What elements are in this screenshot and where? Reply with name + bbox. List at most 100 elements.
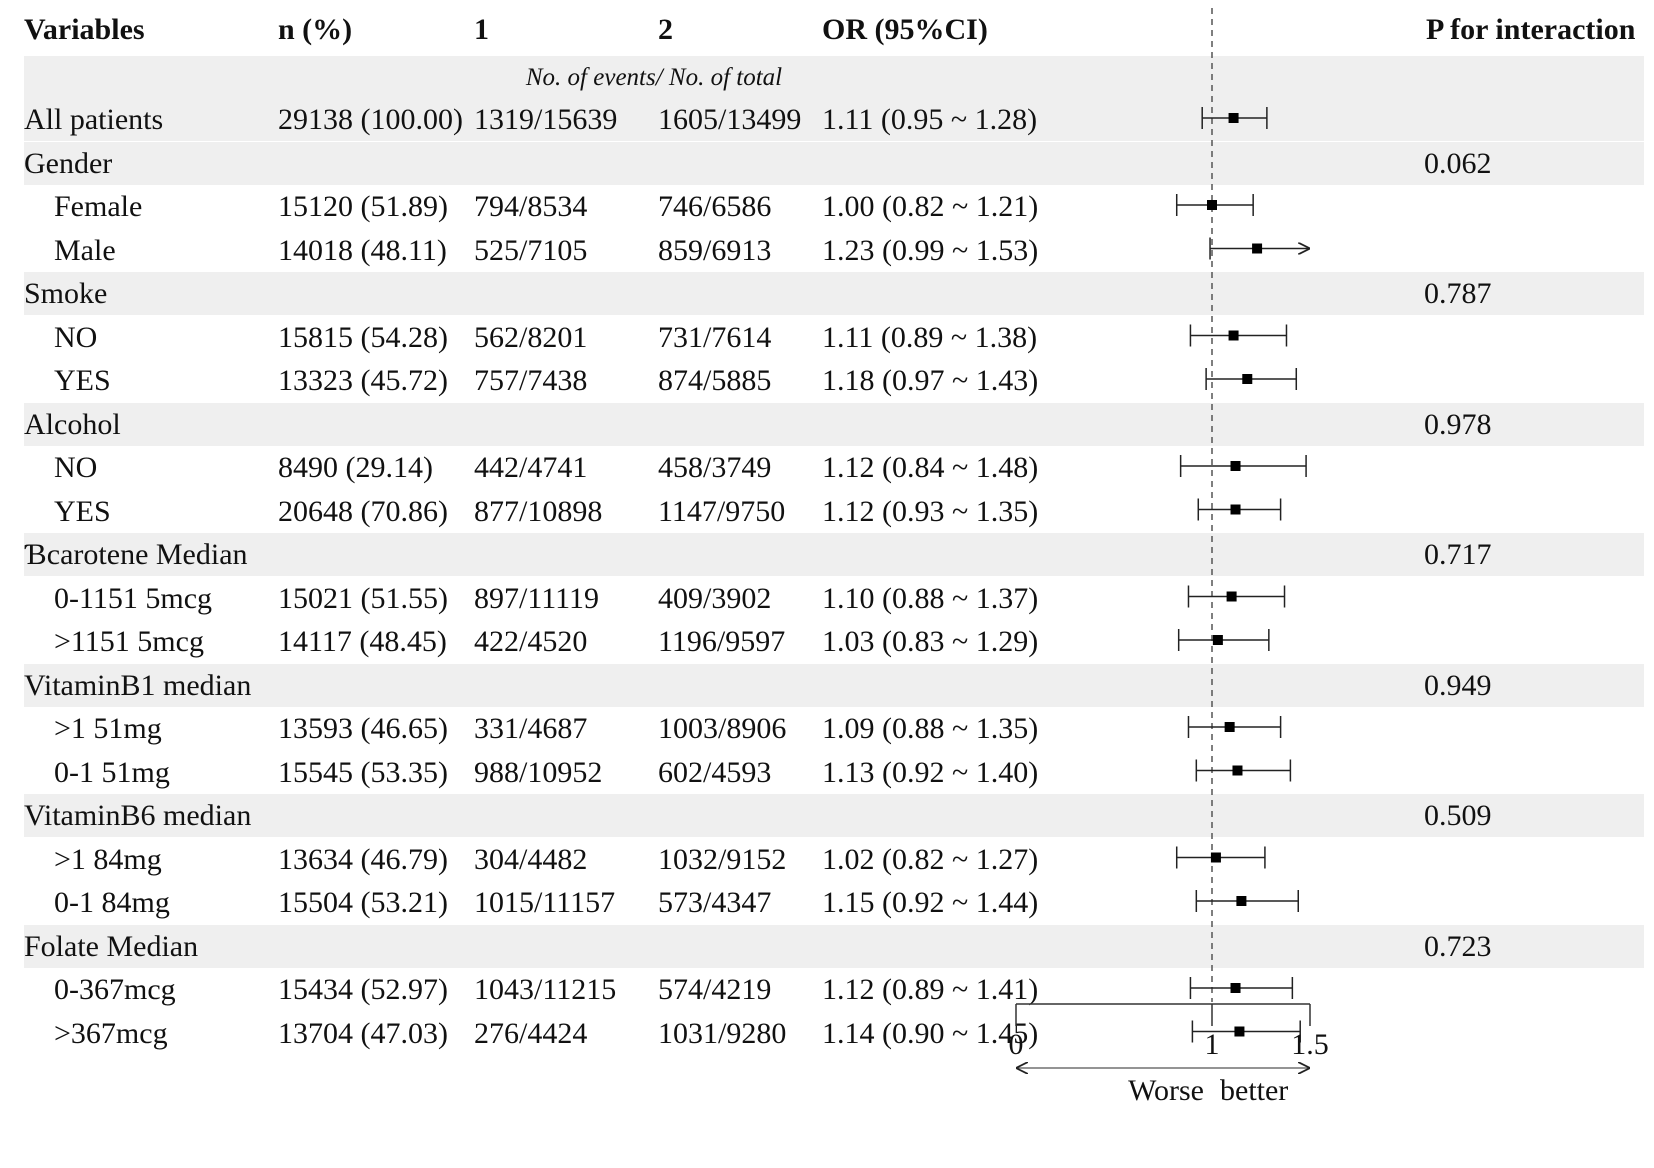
row-n-percent: 15504 (53.21) bbox=[278, 886, 448, 919]
row-p-interaction: 0.949 bbox=[1424, 668, 1492, 702]
row-n-percent: 13593 (46.65) bbox=[278, 712, 448, 745]
table-row: >1 84mg 13634 (46.79) 304/4482 1032/9152 1.0… bbox=[24, 838, 1644, 881]
point-estimate bbox=[1252, 243, 1263, 254]
row-variable-label: >1151 5mcg bbox=[54, 625, 204, 658]
point-estimate bbox=[1230, 983, 1241, 993]
row-variable-label: VitaminB6 median bbox=[24, 799, 252, 832]
row-variable-label: 0-367mcg bbox=[54, 973, 176, 1006]
row-group-1-events: 1015/11157 bbox=[474, 886, 616, 919]
row-n-percent: 15545 (53.35) bbox=[278, 755, 448, 789]
row-group-1-events: 562/8201 bbox=[474, 320, 588, 354]
table-row: VitaminB1 median 0.949 bbox=[24, 663, 1644, 707]
header-p-interaction: P for interaction bbox=[1426, 13, 1636, 46]
row-group-2-events: 874/5885 bbox=[658, 364, 772, 397]
row-variable-label: Male bbox=[54, 233, 116, 267]
header-group-1: 1 bbox=[474, 13, 489, 46]
row-or-ci: 1.23 (0.99 ~ 1.53) bbox=[822, 233, 1039, 267]
row-variable-label: NO bbox=[54, 451, 98, 484]
row-variable-label: >1 51mg bbox=[54, 712, 162, 745]
table-row: 0-1151 5mcg 15021 (51.55) 897/11119 409/390… bbox=[24, 577, 1644, 620]
row-or-ci: 1.11 (0.89 ~ 1.38) bbox=[822, 320, 1038, 354]
header-n-percent: n (%) bbox=[278, 13, 353, 46]
row-n-percent: 20648 (70.86) bbox=[278, 494, 448, 528]
row-p-interaction: 0.723 bbox=[1424, 929, 1492, 963]
row-or-ci: 1.00 (0.82 ~ 1.21) bbox=[822, 190, 1039, 223]
row-n-percent: 14117 (48.45) bbox=[278, 625, 447, 658]
subheader-events-total: No. of events/ No. of total bbox=[525, 64, 783, 91]
row-or-ci: 1.09 (0.88 ~ 1.35) bbox=[822, 712, 1039, 745]
table-row: 0-1 51mg 15545 (53.35) 988/10952 602/4593 1.… bbox=[24, 751, 1644, 794]
row-group-2-events: 1605/13499 bbox=[658, 103, 802, 136]
table-row: VitaminB6 median 0.509 bbox=[24, 794, 1644, 837]
row-group-2-events: 1147/9750 bbox=[658, 494, 786, 528]
row-n-percent: 15815 (54.28) bbox=[278, 320, 448, 354]
row-variable-label: YES bbox=[54, 494, 111, 528]
table-row: Male 14018 (48.11) 525/7105 859/6913 1.23 (0… bbox=[24, 229, 1644, 272]
row-n-percent: 15434 (52.97) bbox=[278, 973, 448, 1006]
header-group-2: 2 bbox=[658, 13, 673, 46]
x-tick-label: 1.5 bbox=[1291, 1028, 1329, 1061]
row-or-ci: 1.10 (0.88 ~ 1.37) bbox=[822, 581, 1039, 615]
row-n-percent: 15021 (51.55) bbox=[278, 581, 448, 615]
row-variable-label: 0-1 51mg bbox=[54, 755, 170, 789]
row-variable-label: VitaminB1 median bbox=[24, 668, 252, 702]
row-p-interaction: 0.717 bbox=[1424, 538, 1492, 571]
row-or-ci: 1.12 (0.84 ~ 1.48) bbox=[822, 451, 1039, 484]
table-row: Gender 0.062 bbox=[24, 141, 1644, 185]
row-variable-label: 0-1151 5mcg bbox=[54, 581, 213, 615]
row-n-percent: 13323 (45.72) bbox=[278, 364, 448, 397]
row-variable-label: >367mcg bbox=[54, 1016, 168, 1050]
header-variables: Variables bbox=[24, 13, 145, 46]
point-estimate bbox=[1242, 374, 1253, 384]
point-estimate bbox=[1230, 504, 1241, 515]
row-variable-label: Ɓcarotene Median bbox=[24, 538, 248, 571]
row-group-1-events: 331/4687 bbox=[474, 712, 588, 745]
row-or-ci: 1.18 (0.97 ~ 1.43) bbox=[822, 364, 1039, 397]
row-group-2-events: 574/4219 bbox=[658, 973, 772, 1006]
table-row: >1151 5mcg 14117 (48.45) 422/4520 1196/9597… bbox=[24, 620, 1644, 663]
row-group-2-events: 1003/8906 bbox=[658, 712, 787, 745]
point-estimate bbox=[1228, 330, 1239, 341]
better-label: better bbox=[1220, 1074, 1288, 1107]
row-or-ci: 1.13 (0.92 ~ 1.40) bbox=[822, 755, 1039, 789]
row-group-1-events: 442/4741 bbox=[474, 451, 588, 484]
row-group-2-events: 731/7614 bbox=[658, 320, 772, 354]
table-row: Folate Median 0.723 bbox=[24, 924, 1644, 968]
row-group-2-events: 573/4347 bbox=[658, 886, 772, 919]
row-p-interaction: 0.978 bbox=[1424, 407, 1492, 441]
table-row: YES 13323 (45.72) 757/7438 874/5885 1.18 (0.… bbox=[24, 359, 1644, 402]
row-variable-label: Gender bbox=[24, 146, 113, 180]
row-or-ci: 1.02 (0.82 ~ 1.27) bbox=[822, 842, 1039, 876]
header-or-ci: OR (95%CI) bbox=[822, 13, 988, 46]
table-row: All patients 29138 (100.00) 1319/15639 1605… bbox=[24, 98, 1644, 141]
row-variable-label: Smoke bbox=[24, 277, 108, 310]
table-row: 0-367mcg 15434 (52.97) 1043/11215 574/4219 1… bbox=[24, 968, 1644, 1011]
row-n-percent: 15120 (51.89) bbox=[278, 190, 448, 223]
point-estimate bbox=[1210, 852, 1221, 863]
row-p-interaction: 0.509 bbox=[1424, 799, 1492, 832]
point-estimate bbox=[1230, 461, 1241, 471]
table-row: Alcohol 0.978 bbox=[24, 402, 1644, 446]
point-estimate bbox=[1236, 896, 1247, 906]
row-n-percent: 8490 (29.14) bbox=[278, 451, 433, 484]
point-estimate bbox=[1207, 200, 1217, 210]
point-estimate bbox=[1228, 113, 1239, 123]
row-n-percent: 13704 (47.03) bbox=[278, 1016, 448, 1050]
subheader-row: No. of events/ No. of total bbox=[24, 56, 1644, 99]
row-or-ci: 1.15 (0.92 ~ 1.44) bbox=[822, 886, 1039, 919]
row-group-2-events: 409/3902 bbox=[658, 581, 772, 615]
row-variable-label: Female bbox=[54, 190, 143, 223]
table-row: Smoke 0.787 bbox=[24, 272, 1644, 315]
row-group-2-events: 746/6586 bbox=[658, 190, 772, 223]
row-group-1-events: 304/4482 bbox=[474, 842, 588, 876]
row-group-1-events: 422/4520 bbox=[474, 625, 588, 658]
row-or-ci: 1.12 (0.93 ~ 1.35) bbox=[822, 494, 1039, 528]
row-group-1-events: 525/7105 bbox=[474, 233, 588, 267]
row-group-2-events: 458/3749 bbox=[658, 451, 772, 484]
row-group-1-events: 877/10898 bbox=[474, 494, 603, 528]
table-row: NO 15815 (54.28) 562/8201 731/7614 1.11 (0.8… bbox=[24, 316, 1644, 359]
row-group-1-events: 276/4424 bbox=[474, 1016, 588, 1050]
table-row: YES 20648 (70.86) 877/10898 1147/9750 1.12 (… bbox=[24, 490, 1644, 533]
row-variable-label: Alcohol bbox=[24, 407, 121, 441]
